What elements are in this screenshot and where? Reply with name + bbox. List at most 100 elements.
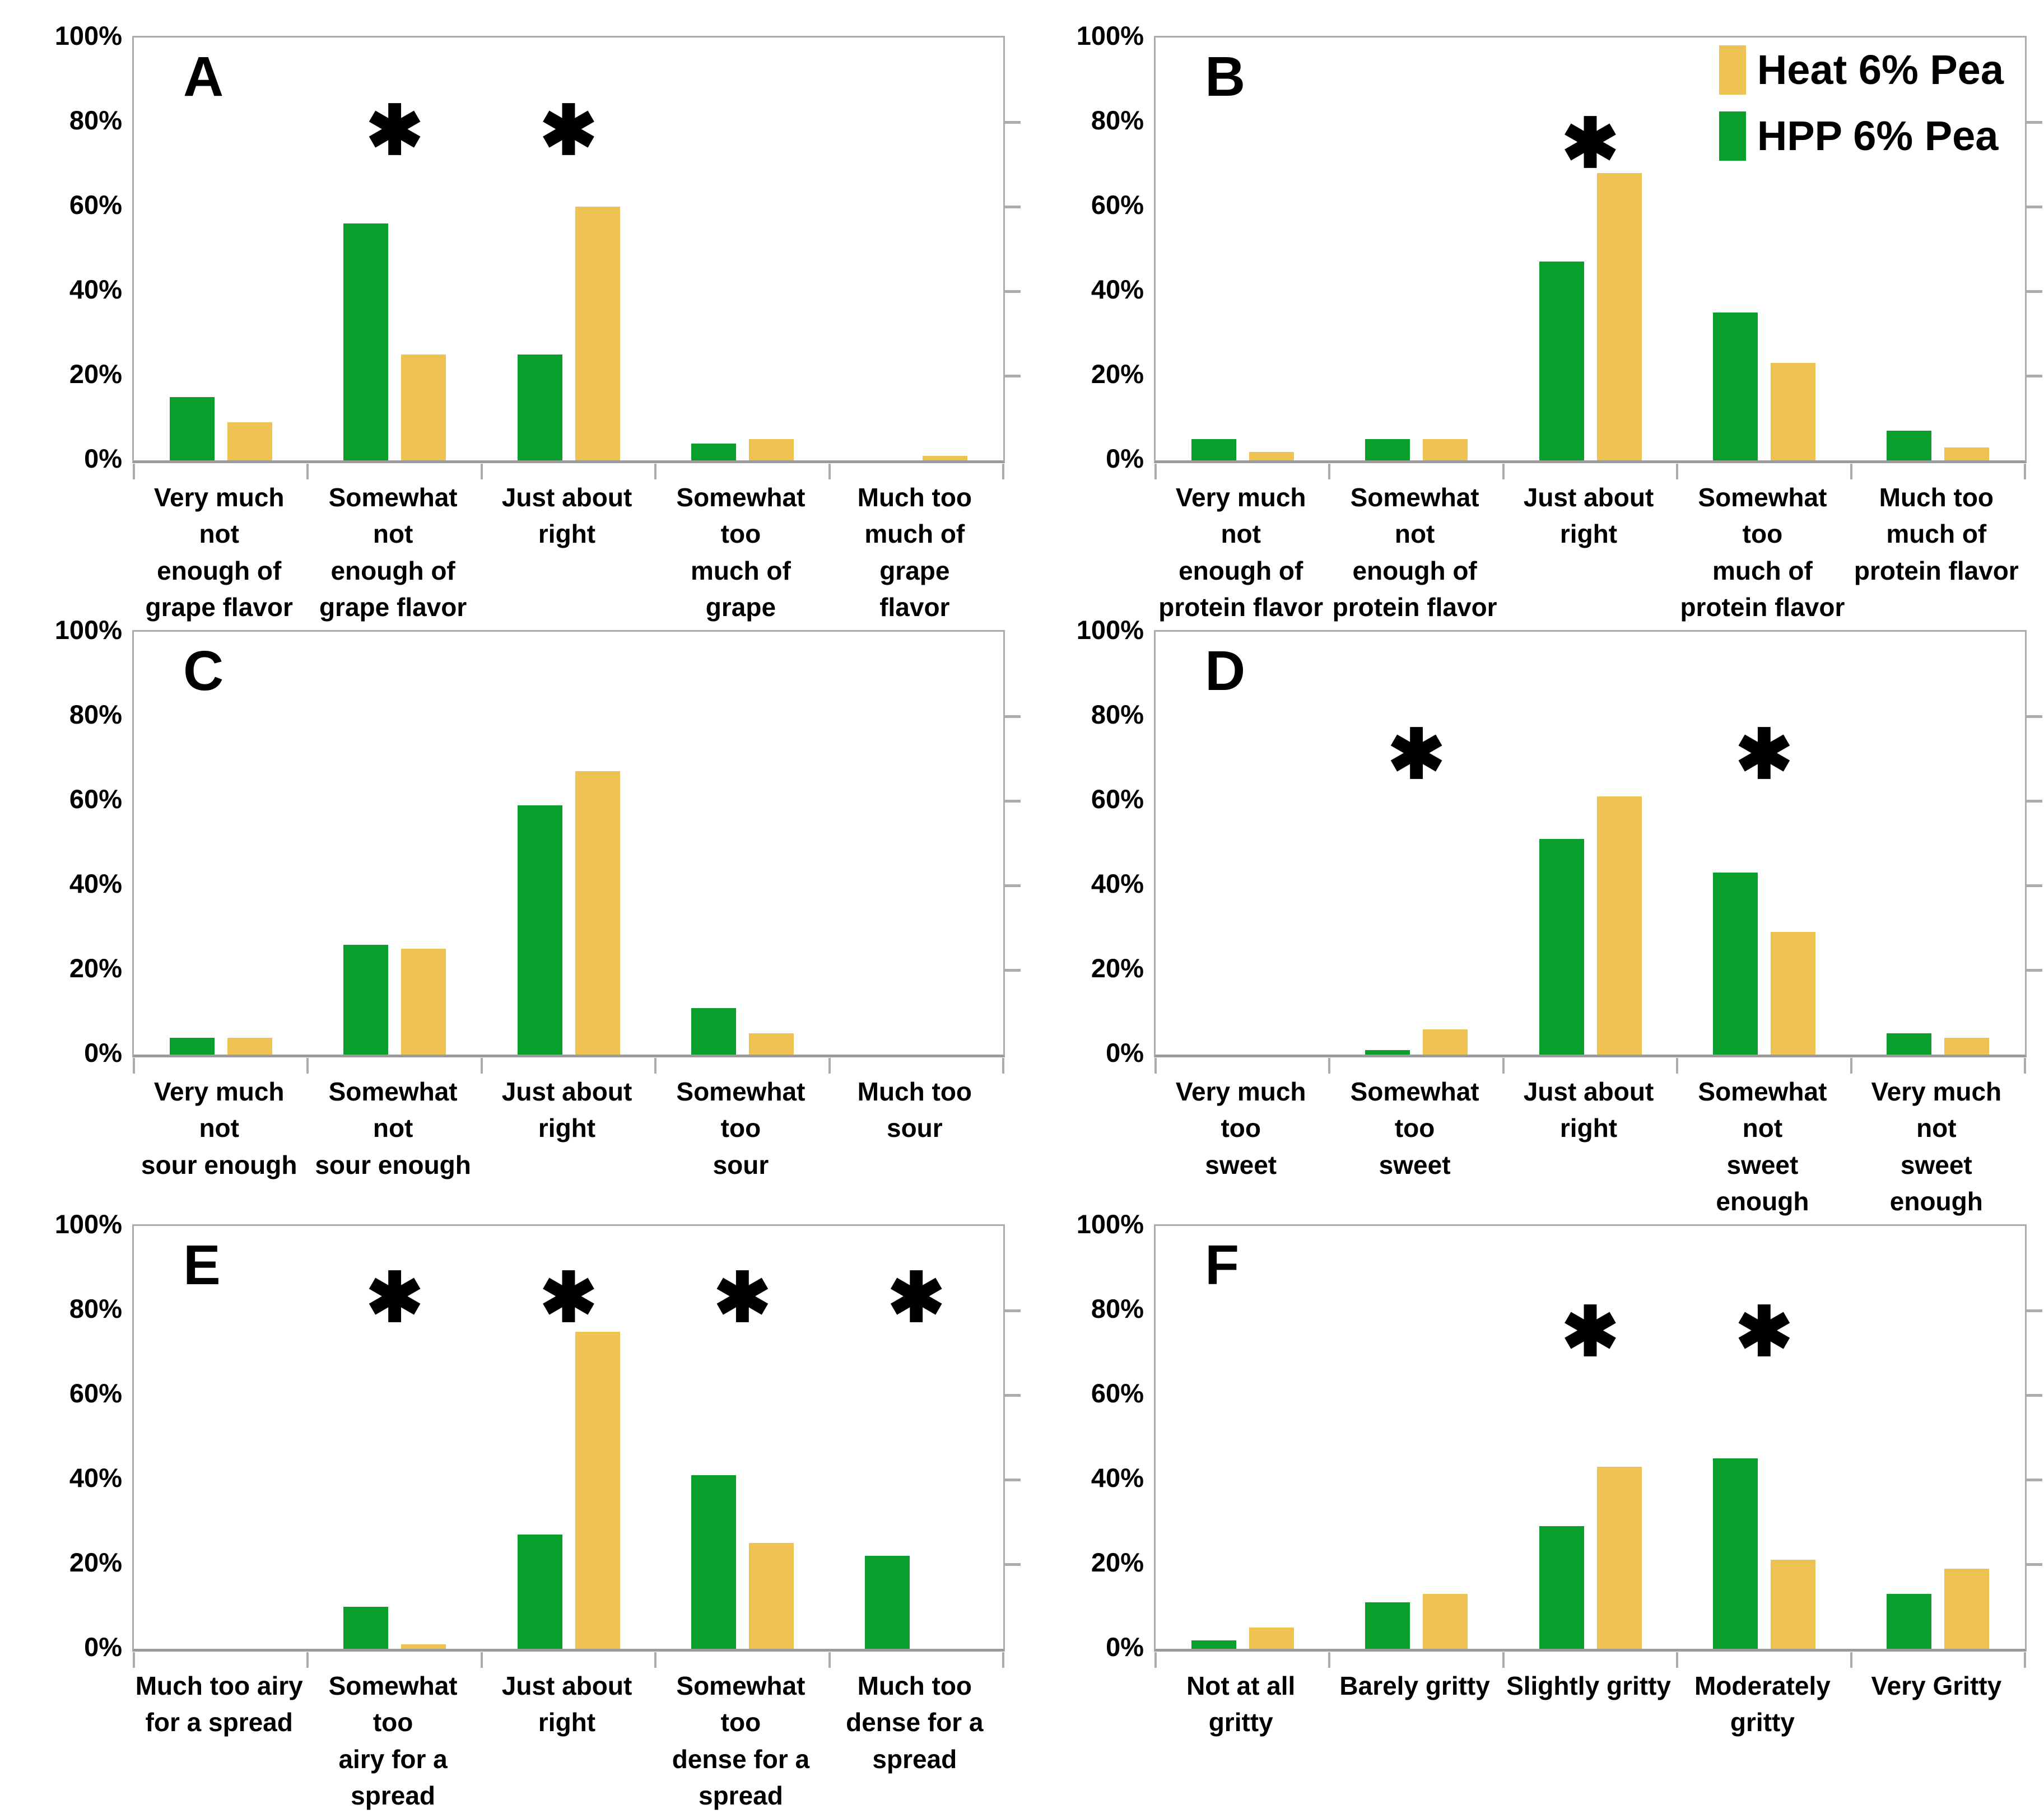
x-axis-boundary-tick bbox=[1002, 1652, 1004, 1668]
y-tick-label: 60% bbox=[69, 1378, 122, 1408]
category-slot bbox=[1503, 38, 1677, 460]
x-axis-boundary-tick bbox=[1154, 464, 1157, 479]
bar-hpp-C-3 bbox=[691, 1008, 736, 1055]
bar-hpp-E-4 bbox=[865, 1555, 910, 1649]
bars-layer bbox=[134, 38, 1003, 460]
x-category-label: Very much not sweet enough bbox=[1871, 1077, 2002, 1216]
x-axis-boundary-tick bbox=[1676, 1652, 1679, 1668]
bar-hpp-A-1 bbox=[343, 223, 389, 460]
plot-area: A ✱ ✱ bbox=[132, 36, 1021, 479]
bars-layer bbox=[134, 632, 1003, 1055]
bar-hpp-B-4 bbox=[1887, 431, 1932, 460]
plot-area: F ✱ ✱ bbox=[1154, 1224, 2042, 1668]
category-slot bbox=[1156, 632, 1329, 1055]
legend-entry: HPP 6% Pea bbox=[1719, 111, 2004, 161]
bar-hpp-F-2 bbox=[1539, 1526, 1584, 1649]
category-slot bbox=[655, 38, 829, 460]
x-axis-boundary-tick bbox=[133, 1058, 135, 1074]
bar-heat-D-3 bbox=[1770, 932, 1815, 1055]
bar-heat-A-4 bbox=[923, 456, 968, 460]
bars-layer bbox=[1156, 1226, 2025, 1649]
y-tick-label: 100% bbox=[1076, 615, 1144, 645]
bar-heat-C-3 bbox=[748, 1033, 794, 1055]
x-axis-boundary-tick bbox=[654, 464, 657, 479]
chart-panel-C: C Very much not sour enough Somewhat not … bbox=[0, 594, 1022, 1188]
category-slot bbox=[830, 38, 1003, 460]
right-axis-tick bbox=[2027, 969, 2042, 972]
x-axis-boundary-tick bbox=[2024, 1652, 2026, 1668]
bar-hpp-E-1 bbox=[343, 1606, 389, 1649]
panel-letter: F bbox=[1205, 1234, 1240, 1297]
y-tick-label: 40% bbox=[1091, 274, 1144, 304]
x-axis-category-labels: Not at all gritty Barely gritty Slightly g… bbox=[1154, 1668, 2023, 1741]
plot-area: D ✱ ✱ bbox=[1154, 630, 2042, 1074]
y-tick-label: 0% bbox=[84, 444, 122, 473]
right-axis-tick bbox=[1005, 206, 1021, 208]
bar-hpp-B-1 bbox=[1365, 439, 1410, 460]
y-tick-label: 0% bbox=[84, 1038, 122, 1067]
right-axis-tick bbox=[2027, 1394, 2042, 1397]
x-axis-category-labels: Very much not enough of protein flavor So… bbox=[1154, 479, 2023, 626]
x-axis-boundary-tick bbox=[1676, 464, 1679, 479]
y-tick-label: 80% bbox=[1091, 105, 1144, 135]
y-tick-label: 20% bbox=[1091, 953, 1144, 983]
y-tick-label: 20% bbox=[69, 953, 122, 983]
panel-letter: D bbox=[1205, 640, 1246, 702]
x-axis-boundary-tick bbox=[828, 1058, 831, 1074]
right-axis-tick bbox=[2027, 206, 2042, 208]
bar-heat-A-2 bbox=[575, 207, 620, 460]
panel-letter: A bbox=[183, 45, 224, 108]
category-slot bbox=[134, 1226, 308, 1649]
x-axis-boundary-tick bbox=[1154, 1058, 1157, 1074]
bar-heat-D-1 bbox=[1423, 1029, 1468, 1055]
x-axis-boundary-tick bbox=[1850, 1652, 1852, 1668]
y-tick-label: 60% bbox=[1091, 1378, 1144, 1408]
x-axis-boundary-tick bbox=[828, 1652, 831, 1668]
bar-hpp-F-0 bbox=[1191, 1640, 1236, 1649]
category-slot bbox=[308, 632, 481, 1055]
x-category-label: Very much not sour enough bbox=[141, 1077, 297, 1179]
category-slot bbox=[308, 38, 481, 460]
right-axis-tick bbox=[2027, 290, 2042, 293]
bar-heat-F-3 bbox=[1770, 1560, 1815, 1649]
y-tick-label: 60% bbox=[69, 784, 122, 814]
bar-heat-B-2 bbox=[1596, 172, 1642, 460]
x-axis-boundary-tick bbox=[306, 1652, 309, 1668]
bar-hpp-D-1 bbox=[1365, 1050, 1410, 1055]
y-tick-label: 0% bbox=[1106, 1632, 1144, 1662]
y-tick-label: 40% bbox=[69, 274, 122, 304]
x-category-label: Somewhat not sour enough bbox=[315, 1077, 471, 1179]
x-category-label: Just about right bbox=[1523, 483, 1654, 549]
right-axis-tick bbox=[1005, 1309, 1021, 1312]
y-tick-label: 20% bbox=[1091, 1547, 1144, 1577]
category-slot bbox=[830, 632, 1003, 1055]
right-axis-tick bbox=[1005, 121, 1021, 124]
right-axis-tick bbox=[1005, 1479, 1021, 1481]
x-category-label: Very much too sweet bbox=[1175, 1077, 1306, 1179]
category-slot bbox=[1851, 1226, 2025, 1649]
x-axis-boundary-tick bbox=[480, 1652, 483, 1668]
x-category-label: Much too much of protein flavor bbox=[1854, 483, 2019, 585]
x-axis-boundary-tick bbox=[1328, 1058, 1331, 1074]
bar-hpp-D-4 bbox=[1887, 1033, 1932, 1055]
y-tick-label: 40% bbox=[1091, 869, 1144, 898]
x-category-label: Much too sour bbox=[857, 1077, 972, 1143]
x-axis-boundary-tick bbox=[1328, 464, 1331, 479]
y-tick-label: 0% bbox=[1106, 444, 1144, 473]
x-axis-boundary-tick bbox=[2024, 1058, 2026, 1074]
category-slot bbox=[655, 1226, 829, 1649]
bar-heat-A-0 bbox=[227, 422, 272, 460]
category-slot bbox=[482, 632, 655, 1055]
y-tick-label: 100% bbox=[54, 615, 122, 645]
bar-heat-B-0 bbox=[1249, 451, 1294, 460]
y-tick-label: 80% bbox=[1091, 1294, 1144, 1323]
y-tick-label: 60% bbox=[1091, 784, 1144, 814]
x-axis-boundary-tick bbox=[480, 464, 483, 479]
x-axis-category-labels: Very much too sweet Somewhat too sweet Jus… bbox=[1154, 1074, 2023, 1220]
bar-heat-B-1 bbox=[1423, 439, 1468, 460]
x-axis-boundary-tick bbox=[306, 1058, 309, 1074]
x-category-label: Somewhat not sweet enough bbox=[1698, 1077, 1827, 1216]
x-category-label: Somewhat too dense for a spread bbox=[672, 1671, 810, 1810]
right-axis-tick bbox=[1005, 290, 1021, 293]
x-category-label: Very much not enough of grape flavor bbox=[145, 483, 293, 622]
